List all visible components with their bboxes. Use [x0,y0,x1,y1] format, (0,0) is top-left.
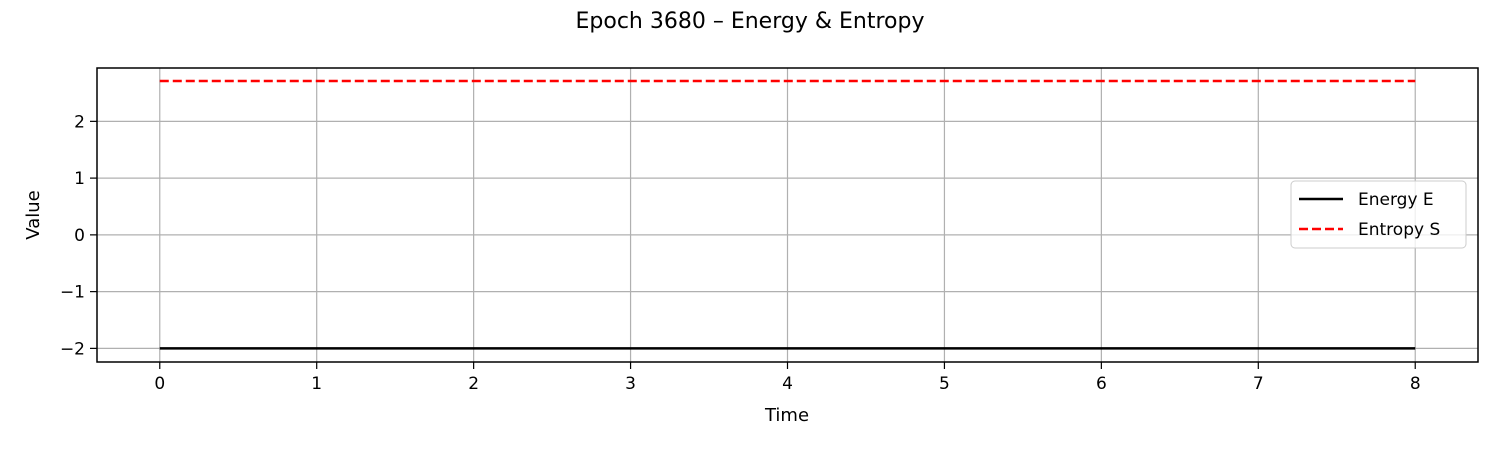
x-tick-label: 7 [1253,374,1264,394]
legend: Energy E Entropy S [1290,180,1467,249]
chart-title: Epoch 3680 – Energy & Entropy [576,9,925,34]
series-layer [159,79,1416,350]
x-tick-label: 3 [625,374,636,394]
x-tick-label: 1 [311,374,322,394]
x-tick-label: 0 [154,374,165,394]
y-tick-label: 1 [74,169,85,189]
x-tick-label: 4 [782,374,793,394]
x-tick-label: 5 [939,374,950,394]
x-tick-label: 8 [1410,374,1421,394]
legend-label-energy: Energy E [1358,190,1434,210]
x-tick-label: 6 [1096,374,1107,394]
y-tick-label: 0 [74,226,85,246]
y-tick-label: 2 [74,112,85,132]
legend-label-entropy: Entropy S [1358,220,1440,240]
y-axis-label: Value [23,190,44,239]
x-axis-label: Time [764,405,809,426]
y-tick-label: −2 [60,339,85,359]
grid [97,68,1478,362]
ticks: 0 1 2 3 4 5 6 7 8 −2 −1 0 1 2 [60,112,1421,394]
y-tick-label: −1 [60,283,85,303]
x-tick-label: 2 [468,374,479,394]
